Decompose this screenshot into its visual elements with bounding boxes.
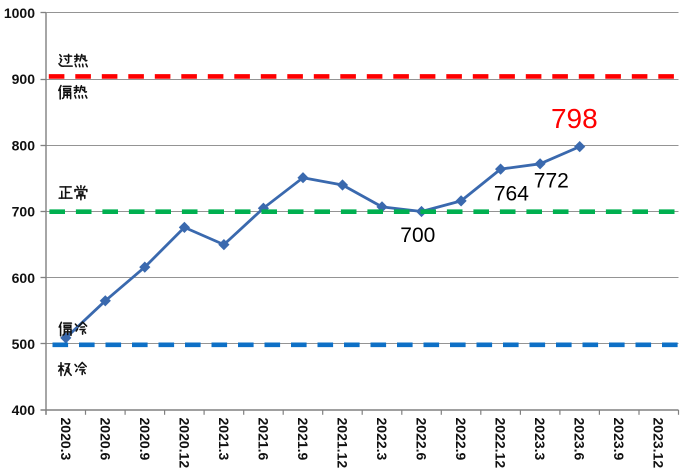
- svg-text:2021.3: 2021.3: [216, 418, 232, 461]
- svg-text:900: 900: [12, 71, 36, 87]
- svg-text:2022.6: 2022.6: [414, 418, 430, 461]
- svg-text:1000: 1000: [4, 5, 35, 21]
- svg-text:772: 772: [534, 170, 569, 193]
- svg-text:2020.9: 2020.9: [137, 418, 153, 461]
- svg-text:798: 798: [551, 103, 598, 134]
- svg-text:2020.12: 2020.12: [176, 418, 192, 469]
- svg-text:700: 700: [400, 224, 435, 247]
- svg-text:2022.12: 2022.12: [493, 418, 509, 469]
- svg-text:800: 800: [12, 137, 36, 153]
- svg-text:500: 500: [12, 336, 36, 352]
- svg-text:400: 400: [12, 402, 36, 418]
- svg-text:2022.3: 2022.3: [374, 418, 390, 461]
- svg-text:2023.6: 2023.6: [572, 418, 588, 461]
- svg-text:2021.12: 2021.12: [335, 418, 351, 469]
- svg-text:2020.3: 2020.3: [58, 418, 74, 461]
- svg-text:700: 700: [12, 204, 36, 220]
- svg-text:2023.3: 2023.3: [532, 418, 548, 461]
- svg-text:2023.12: 2023.12: [651, 418, 667, 469]
- svg-text:764: 764: [494, 183, 529, 206]
- svg-text:2021.6: 2021.6: [255, 418, 271, 461]
- svg-text:600: 600: [12, 270, 36, 286]
- svg-text:2021.9: 2021.9: [295, 418, 311, 461]
- svg-text:2020.6: 2020.6: [97, 418, 113, 461]
- svg-text:2023.9: 2023.9: [611, 418, 627, 461]
- svg-text:2022.9: 2022.9: [453, 418, 469, 461]
